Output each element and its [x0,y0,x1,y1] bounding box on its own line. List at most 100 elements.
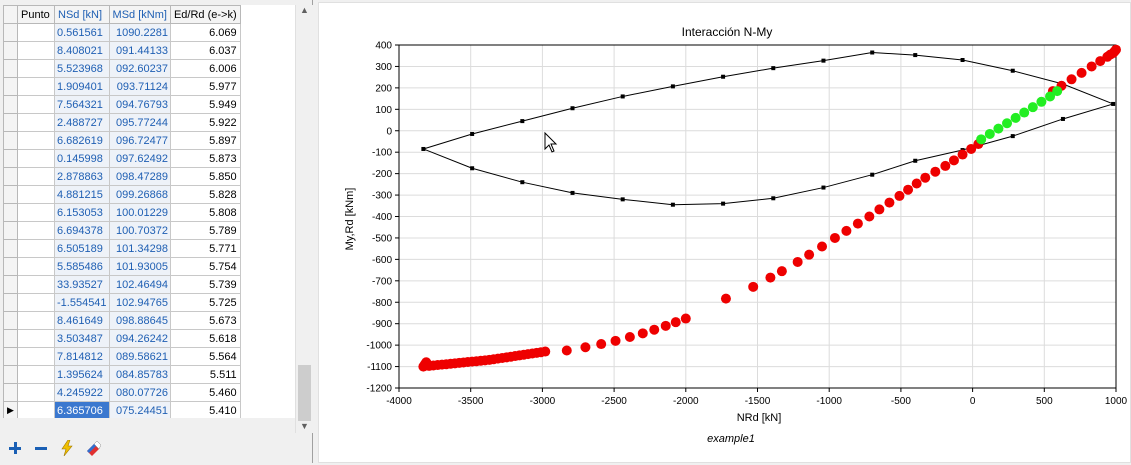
cell-nsd[interactable]: 2.878863 [54,167,110,186]
cell-ed-rd[interactable]: 5.673 [169,311,241,330]
cell-punto[interactable] [17,77,55,96]
cell-msd[interactable]: 091.44133 [108,41,171,60]
cell-punto[interactable] [17,149,55,168]
cell-punto[interactable] [17,257,55,276]
table-row[interactable]: 3.503487 094.26242 5.618 [3,329,241,348]
cell-msd[interactable]: 094.26242 [108,329,171,348]
cell-nsd[interactable]: 3.503487 [54,329,110,348]
cell-msd[interactable]: 100.01229 [108,203,171,222]
cell-ed-rd[interactable]: 5.771 [169,239,241,258]
cell-ed-rd[interactable]: 5.460 [169,383,241,402]
cell-ed-rd[interactable]: 5.410 [169,401,241,418]
cell-punto[interactable] [17,221,55,240]
row-selector[interactable] [3,329,18,348]
cell-ed-rd[interactable]: 5.949 [169,95,241,114]
row-selector[interactable] [3,257,18,276]
table-row[interactable]: 7.564321 094.76793 5.949 [3,95,241,114]
cell-nsd[interactable]: 6.505189 [54,239,110,258]
cell-nsd[interactable]: 8.408021 [54,41,110,60]
cell-ed-rd[interactable]: 6.069 [169,23,241,42]
table-row[interactable]: 1.909401 093.71124 5.977 [3,77,241,96]
cell-msd[interactable]: 093.71124 [108,77,171,96]
row-selector[interactable] [3,311,18,330]
row-selector[interactable] [3,239,18,258]
row-selector[interactable] [3,131,18,150]
row-selector[interactable] [3,185,18,204]
cell-ed-rd[interactable]: 5.808 [169,203,241,222]
cell-nsd[interactable]: 2.488727 [54,113,110,132]
column-header-msd[interactable]: MSd [kNm] [108,5,171,24]
cell-punto[interactable] [17,293,55,312]
cell-ed-rd[interactable]: 5.789 [169,221,241,240]
table-row[interactable]: 4.245922 080.07726 5.460 [3,383,241,402]
cell-ed-rd[interactable]: 6.037 [169,41,241,60]
table-row[interactable]: 2.878863 098.47289 5.850 [3,167,241,186]
cell-nsd[interactable]: 6.694378 [54,221,110,240]
table-row[interactable]: 5.585486 101.93005 5.754 [3,257,241,276]
cell-nsd[interactable]: 0.561561 [54,23,110,42]
results-grid[interactable]: Punto NSd [kN] MSd [kNm] Ed/Rd (e->k) 0.… [3,5,295,418]
table-row[interactable]: -1.554541 102.94765 5.725 [3,293,241,312]
scroll-down-arrow-icon[interactable]: ▼ [300,421,309,431]
table-row[interactable]: 2.488727 095.77244 5.922 [3,113,241,132]
row-selector[interactable] [3,41,18,60]
cell-ed-rd[interactable]: 5.897 [169,131,241,150]
cell-punto[interactable] [17,203,55,222]
row-selector[interactable] [3,167,18,186]
cell-nsd[interactable]: 7.814812 [54,347,110,366]
cell-punto[interactable] [17,41,55,60]
table-row[interactable]: 1.395624 084.85783 5.511 [3,365,241,384]
cell-punto[interactable] [17,329,55,348]
row-selector[interactable]: ▶ [3,401,18,418]
cell-msd[interactable]: 092.60237 [108,59,171,78]
cell-msd[interactable]: 102.46494 [108,275,171,294]
row-selector[interactable] [3,23,18,42]
calculate-button[interactable] [58,439,76,457]
cell-nsd[interactable]: 4.245922 [54,383,110,402]
add-row-button[interactable] [6,439,24,457]
row-selector[interactable] [3,293,18,312]
column-header-nsd[interactable]: NSd [kN] [54,5,110,24]
vertical-scrollbar[interactable]: ▲ ▼ [295,5,313,433]
cell-nsd[interactable]: 6.682619 [54,131,110,150]
cell-msd[interactable]: 099.26868 [108,185,171,204]
cell-ed-rd[interactable]: 5.922 [169,113,241,132]
row-selector[interactable] [3,113,18,132]
cell-nsd[interactable]: 5.523968 [54,59,110,78]
cell-msd[interactable]: 102.94765 [108,293,171,312]
cell-punto[interactable] [17,275,55,294]
row-selector[interactable] [3,77,18,96]
cell-nsd[interactable]: 6.153053 [54,203,110,222]
cell-ed-rd[interactable]: 5.850 [169,167,241,186]
cell-punto[interactable] [17,167,55,186]
cell-punto[interactable] [17,185,55,204]
cell-nsd[interactable]: 1.909401 [54,77,110,96]
row-selector[interactable] [3,383,18,402]
column-header-ed-rd[interactable]: Ed/Rd (e->k) [169,5,241,24]
cell-ed-rd[interactable]: 5.739 [169,275,241,294]
table-row[interactable]: 0.561561 1090.2281 6.069 [3,23,241,42]
cell-punto[interactable] [17,95,55,114]
table-row[interactable]: 6.153053 100.01229 5.808 [3,203,241,222]
table-row[interactable]: 6.682619 096.72477 5.897 [3,131,241,150]
cell-punto[interactable] [17,239,55,258]
table-row[interactable]: 0.145998 097.62492 5.873 [3,149,241,168]
cell-ed-rd[interactable]: 5.725 [169,293,241,312]
cell-msd[interactable]: 097.62492 [108,149,171,168]
cell-nsd[interactable]: 4.881215 [54,185,110,204]
cell-nsd[interactable]: 7.564321 [54,95,110,114]
cell-msd[interactable]: 096.72477 [108,131,171,150]
cell-msd[interactable]: 094.76793 [108,95,171,114]
cell-msd[interactable]: 101.34298 [108,239,171,258]
cell-ed-rd[interactable]: 5.977 [169,77,241,96]
cell-punto[interactable] [17,311,55,330]
cell-nsd[interactable]: 8.461649 [54,311,110,330]
row-selector[interactable] [3,203,18,222]
cell-nsd[interactable]: 5.585486 [54,257,110,276]
row-selector[interactable] [3,221,18,240]
cell-punto[interactable] [17,23,55,42]
row-selector[interactable] [3,59,18,78]
cell-msd[interactable]: 100.70372 [108,221,171,240]
cell-ed-rd[interactable]: 5.618 [169,329,241,348]
cell-msd[interactable]: 1090.2281 [108,23,171,42]
